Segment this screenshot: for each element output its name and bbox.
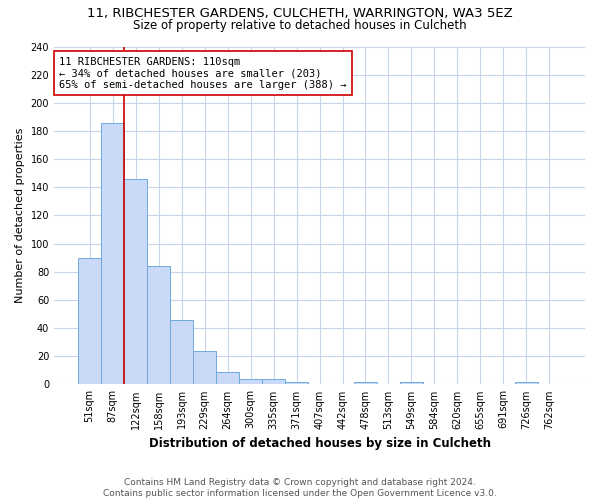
Text: 11, RIBCHESTER GARDENS, CULCHETH, WARRINGTON, WA3 5EZ: 11, RIBCHESTER GARDENS, CULCHETH, WARRIN… [87,8,513,20]
Bar [400,382,423,384]
Bar [262,379,285,384]
Bar [285,382,308,384]
Bar [147,266,170,384]
Text: Size of property relative to detached houses in Culcheth: Size of property relative to detached ho… [133,18,467,32]
Text: 11 RIBCHESTER GARDENS: 110sqm
← 34% of detached houses are smaller (203)
65% of : 11 RIBCHESTER GARDENS: 110sqm ← 34% of d… [59,56,347,90]
Y-axis label: Number of detached properties: Number of detached properties [15,128,25,303]
Bar [515,382,538,384]
Bar [239,379,262,384]
Text: Contains HM Land Registry data © Crown copyright and database right 2024.
Contai: Contains HM Land Registry data © Crown c… [103,478,497,498]
Bar [78,258,101,384]
Bar [354,382,377,384]
Bar [101,122,124,384]
Bar [193,350,216,384]
Bar [216,372,239,384]
Bar [124,179,147,384]
Bar [170,320,193,384]
X-axis label: Distribution of detached houses by size in Culcheth: Distribution of detached houses by size … [149,437,491,450]
